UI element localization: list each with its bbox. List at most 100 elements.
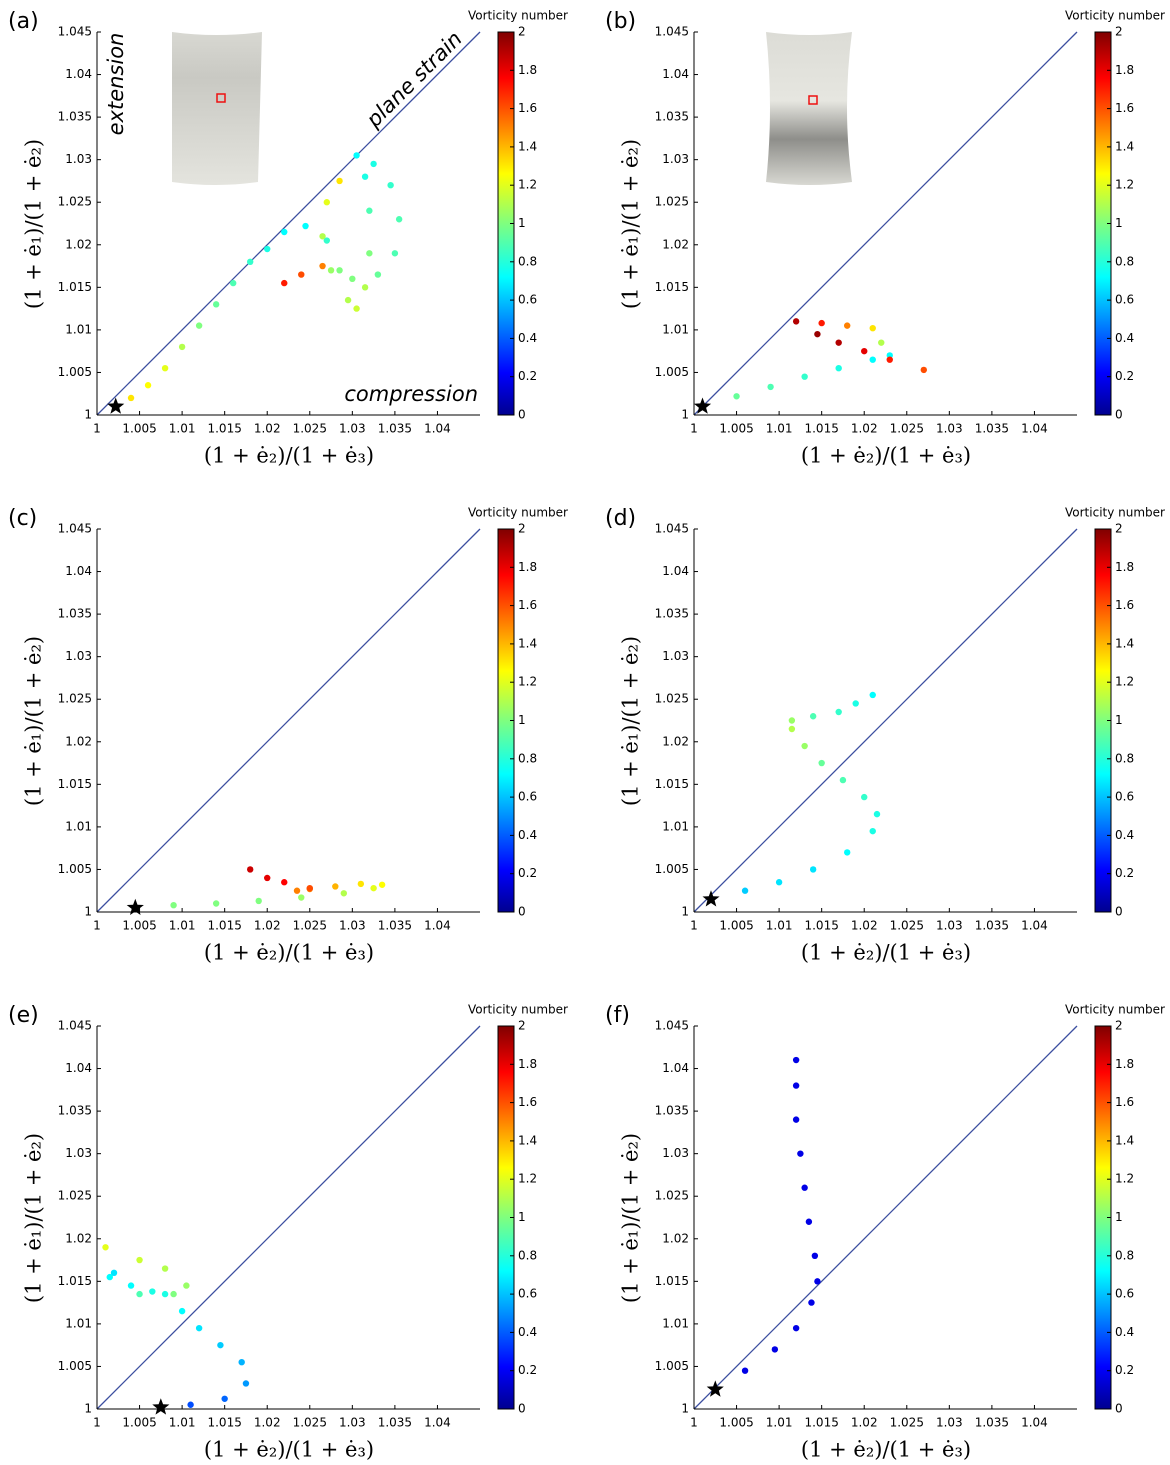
colorbar-tick-label: 0.4 [518,1325,537,1339]
y-tick-label: 1.01 [65,1316,92,1330]
point [920,366,927,374]
start-star [107,397,125,414]
point [374,271,382,278]
panel-label: (d) [605,506,636,531]
point [212,900,220,907]
x-tick-label: 1.035 [975,919,1009,933]
colorbar-tick-label: 0.8 [518,254,537,268]
y-axis-label: (1 + ė₁)/(1 + ė₂) [619,636,643,806]
plane-strain-line [693,31,1078,416]
colorbar-tick-label: 1.8 [518,1057,537,1071]
x-tick-label: 1.03 [339,422,366,436]
start-star [126,898,144,915]
colorbar-tick-label: 0 [518,1402,526,1416]
x-tick-label: 1.035 [378,422,412,436]
colorbar-tick-label: 0.6 [518,1287,537,1301]
x-tick-label: 1.015 [207,1416,241,1430]
point [238,1358,245,1366]
point [319,233,326,240]
point [741,887,749,894]
point [349,275,356,283]
plane-strain-line [96,31,481,416]
colorbar-tick-label: 1.2 [1115,1172,1134,1186]
point [805,1218,813,1225]
colorbar-label: Vorticity number [468,506,568,520]
point [835,339,842,346]
colorbar-tick-label: 1.8 [518,63,537,77]
x-tick-label: 1.035 [975,1416,1009,1430]
x-tick-label: 1.025 [293,919,327,933]
y-tick-label: 1.025 [58,1189,92,1203]
colorbar-tick-label: 0 [1115,905,1123,919]
x-tick-label: 1.01 [766,1416,793,1430]
colorbar-label: Vorticity number [1065,9,1165,23]
y-tick-label: 1.025 [655,692,689,706]
point [302,222,309,230]
x-tick-label: 1.02 [254,919,281,933]
y-tick-label: 1.04 [662,564,689,578]
x-tick-label: 1.015 [804,919,838,933]
y-tick-label: 1.015 [655,280,689,294]
x-axis-label: (1 + ė₂)/(1 + ė₃) [801,1438,971,1462]
point [242,1380,250,1387]
start-star [702,890,720,907]
y-tick-label: 1.025 [655,195,689,209]
y-tick-label: 1.015 [58,280,92,294]
y-tick-label: 1.035 [58,1104,92,1118]
x-tick-label: 1.03 [936,1416,963,1430]
point [264,245,271,253]
colorbar-tick-label: 0.4 [518,331,537,345]
y-axis-label: (1 + ė₁)/(1 + ė₂) [619,139,643,309]
panel: (f) 1 1.005 1.01 1.015 1.02 1.025 1.03 1.035 1.04… [605,1003,1165,1462]
point [340,890,348,897]
point [149,1288,156,1295]
point [264,874,271,882]
point [353,305,360,312]
colorbar-tick-label: 1.4 [1115,139,1134,153]
x-tick-label: 1.02 [254,422,281,436]
colorbar-tick-label: 2 [1115,522,1123,536]
x-axis-label: (1 + ė₂)/(1 + ė₃) [801,941,971,965]
colorbar-tick-label: 1.8 [1115,1057,1134,1071]
point [106,1273,113,1281]
x-tick-label: 1.04 [1021,422,1048,436]
point [212,301,220,308]
point [818,759,825,767]
annotation: compression [344,382,478,406]
y-tick-label: 1.005 [655,1359,689,1373]
point [792,318,800,325]
y-tick-label: 1.03 [662,1146,689,1160]
x-tick-label: 1.015 [804,1416,838,1430]
colorbar-tick-label: 1.8 [1115,560,1134,574]
x-tick-label: 1.01 [766,422,793,436]
y-tick-label: 1.01 [662,819,689,833]
point [136,1256,143,1264]
x-tick-label: 1.005 [719,422,753,436]
inset-b [766,32,852,185]
plane-strain-line [693,1025,1078,1410]
annotation: plane strain [361,27,467,133]
x-tick-label: 1.035 [975,422,1009,436]
point [844,849,851,856]
point [839,776,847,784]
colorbar-tick-label: 1 [518,216,526,230]
y-tick-label: 1.005 [58,365,92,379]
y-tick-label: 1.015 [58,777,92,791]
y-tick-label: 1.005 [58,1359,92,1373]
point [767,383,774,391]
y-axis-label: (1 + ė₁)/(1 + ė₂) [22,139,46,309]
y-tick-label: 1.025 [655,1189,689,1203]
colorbar-tick-label: 0.6 [1115,293,1134,307]
x-axis-label: (1 + ė₂)/(1 + ė₃) [204,941,374,965]
point [161,1265,169,1272]
point [281,879,288,886]
x-tick-label: 1.03 [339,1416,366,1430]
x-tick-label: 1 [93,919,101,933]
x-tick-label: 1.04 [424,1416,451,1430]
point [332,883,339,890]
x-tick-label: 1.025 [293,1416,327,1430]
y-tick-label: 1.03 [662,649,689,663]
point [366,207,373,214]
panel: (c) 1 1.005 1.01 1.015 1.02 1.025 1.03 1.035 1.04… [8,506,568,965]
colorbar-label: Vorticity number [468,9,568,23]
